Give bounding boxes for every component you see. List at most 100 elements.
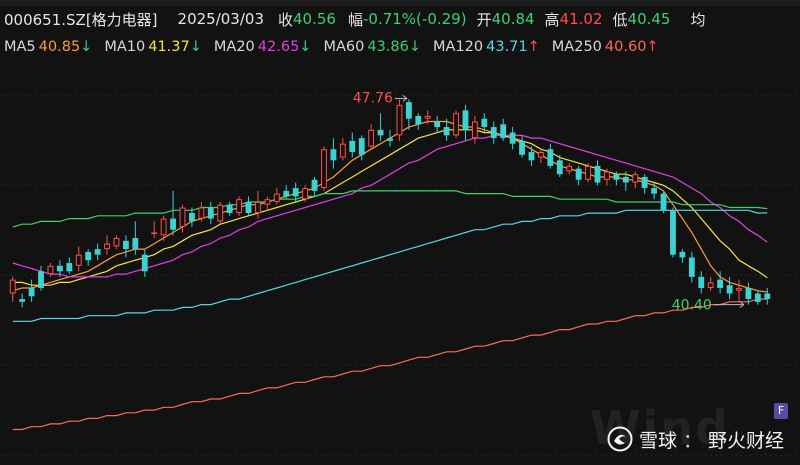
high-label: 高: [544, 10, 560, 29]
watermark-author: 野火财经: [707, 429, 784, 452]
candle-body-down: [28, 287, 35, 297]
candle-body-up: [736, 287, 742, 291]
candle-body-down: [292, 188, 299, 197]
ma-legend-ma20[interactable]: MA20 42.65 ↓: [214, 39, 312, 55]
candle-body-up: [471, 121, 478, 139]
candle-body-up: [75, 254, 82, 266]
change-label: 幅: [347, 10, 363, 29]
stock-code[interactable]: 000651.SZ[格力电器]: [4, 10, 158, 29]
top-toolbar-strip: [0, 0, 800, 6]
candle-body-down: [613, 174, 620, 180]
candle-body-down: [170, 218, 176, 230]
ma-legend-value: 40.85: [38, 39, 81, 55]
candle-body-up: [151, 232, 158, 234]
ma-legend: MA5 40.85 ↓ MA10 41.37 ↓ MA20 42.65 ↓ MA60 43.86 ↓ M…: [4, 36, 671, 58]
candle-body-down: [122, 240, 129, 250]
ma-legend-ma250[interactable]: MA250 40.60 ↑: [552, 39, 659, 55]
low-value: 40.45: [627, 10, 671, 28]
candle-body-up: [217, 204, 224, 222]
ma-legend-arrow: ↓: [408, 39, 422, 55]
candle-body-up: [160, 218, 167, 236]
candle-body-up: [604, 171, 610, 180]
candle-body-up: [198, 207, 205, 219]
candle-body-up: [273, 193, 280, 202]
candle-body-down: [358, 138, 365, 155]
watermark-separator: ：: [682, 429, 702, 452]
candle-body-up: [707, 282, 714, 288]
corner-f-button[interactable]: F: [774, 403, 788, 419]
high-value: 41.02: [559, 10, 603, 28]
ma-line-ma10: [12, 129, 768, 286]
ma-legend-label: MA60: [323, 39, 365, 55]
quote-date: 2025/03/03: [177, 10, 264, 28]
candle-body-down: [387, 138, 393, 141]
candle-body-down: [141, 254, 148, 272]
ma-legend-label: MA10: [104, 39, 146, 55]
annotation-high-label: 47.76: [353, 90, 393, 106]
candle-body-down: [462, 110, 469, 130]
candle-body-up: [321, 149, 327, 189]
candle-body-up: [585, 165, 591, 180]
candle-body-down: [283, 190, 290, 197]
candle-body-down: [547, 149, 554, 166]
annotation-arrow-head: [739, 301, 745, 309]
candle-body-down: [622, 176, 629, 183]
ma-legend-value: 43.71: [486, 39, 528, 55]
ma-line-ma250: [12, 298, 768, 431]
ma-legend-value: 41.37: [148, 39, 190, 55]
low-label: 低: [612, 10, 628, 29]
candle-body-down: [556, 160, 563, 175]
xueqiu-logo-icon: [607, 426, 633, 452]
candle-body-down: [745, 287, 752, 300]
candle-body-down: [38, 271, 44, 288]
candle-body-down: [56, 265, 63, 272]
candle-body-up: [632, 174, 639, 183]
candle-body-up: [255, 201, 261, 214]
candle-body-down: [698, 276, 705, 288]
candle-body-down: [443, 127, 450, 136]
candle-body-up: [47, 265, 54, 275]
candle-body-down: [405, 102, 412, 119]
candle-body-up: [9, 279, 16, 294]
ma-legend-label: MA120: [433, 39, 484, 55]
candle-body-down: [490, 127, 497, 139]
ma-legend-ma5[interactable]: MA5 40.85 ↓: [4, 39, 92, 55]
candle-body-up: [236, 199, 243, 214]
ma-legend-arrow: ↑: [527, 39, 540, 55]
ma-legend-value: 43.86: [367, 39, 409, 55]
candle-body-down: [66, 263, 73, 272]
candle-body-up: [537, 152, 544, 158]
candle-body-down: [377, 129, 384, 136]
candle-body-down: [132, 238, 139, 250]
candle-body-down: [415, 115, 422, 125]
ma-legend-ma120[interactable]: MA120 43.71 ↑: [433, 39, 540, 55]
ma-line-ma120: [12, 209, 768, 322]
open-value: 40.84: [491, 10, 535, 28]
ma-legend-label: MA250: [551, 39, 602, 55]
candle-body-down: [660, 193, 667, 211]
quote-info-row: 000651.SZ[格力电器] 2025/03/03 收 40.56 幅 -0.…: [4, 8, 712, 30]
candle-body-down: [330, 149, 337, 161]
candle-body-up: [104, 243, 110, 250]
candle-body-down: [575, 168, 582, 180]
ma-legend-arrow: ↓: [299, 39, 312, 55]
ma-legend-arrow: ↑: [646, 39, 659, 55]
ma-legend-arrow: ↓: [189, 39, 202, 55]
candle-body-up: [302, 188, 309, 200]
candle-body-up: [453, 113, 459, 136]
annotation-low-label: 40.40: [672, 298, 712, 314]
change-value: -0.71%(-0.29): [362, 10, 467, 28]
ma-legend-ma60[interactable]: MA60 43.86 ↓: [323, 39, 421, 55]
candle-body-down: [311, 179, 318, 191]
candle-body-down: [434, 121, 441, 128]
candle-body-down: [500, 124, 507, 139]
candle-body-down: [509, 132, 516, 144]
candle-body-up: [179, 207, 186, 227]
watermark-brand: 雪球: [638, 429, 677, 452]
candle-body-down: [726, 285, 733, 294]
avg-label: 均: [690, 10, 706, 29]
close-value: 40.56: [293, 10, 336, 28]
ma-legend-ma10[interactable]: MA10 41.37 ↓: [104, 39, 202, 55]
candle-body-down: [519, 140, 525, 155]
